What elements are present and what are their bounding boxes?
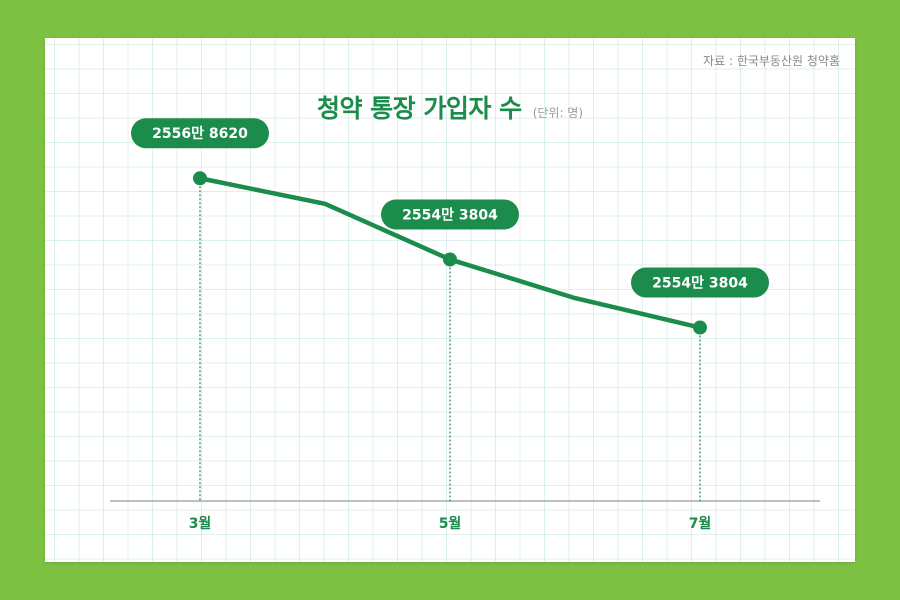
- unit-label: (단위: 명): [532, 106, 584, 120]
- data-label-text: 2554만 3804: [402, 207, 498, 223]
- data-point: [693, 320, 707, 335]
- x-tick-label: 5월: [439, 515, 462, 532]
- x-tick-label: 7월: [689, 515, 712, 532]
- x-tick-label: 3월: [189, 515, 212, 532]
- chart-card: 자료 : 한국부동산원 청약홈 청약 통장 가입자 수 (단위: 명) 2556…: [45, 38, 855, 562]
- data-label-text: 2554만 3804: [652, 276, 748, 292]
- data-label-pill: [131, 118, 269, 149]
- chart-title: 청약 통장 가입자 수: [316, 94, 522, 123]
- title-row: 청약 통장 가입자 수 (단위: 명): [45, 89, 855, 125]
- data-label-text: 2556만 8620: [152, 126, 248, 142]
- data-label-pill: [381, 199, 519, 230]
- data-label-pill: [631, 267, 769, 298]
- data-point: [193, 171, 207, 186]
- source-note: 자료 : 한국부동산원 청약홈: [703, 54, 840, 68]
- data-point: [443, 252, 457, 267]
- line-chart: 2556만 8620 2554만 3804 2554만 3804 3월 5월 7월: [110, 118, 820, 532]
